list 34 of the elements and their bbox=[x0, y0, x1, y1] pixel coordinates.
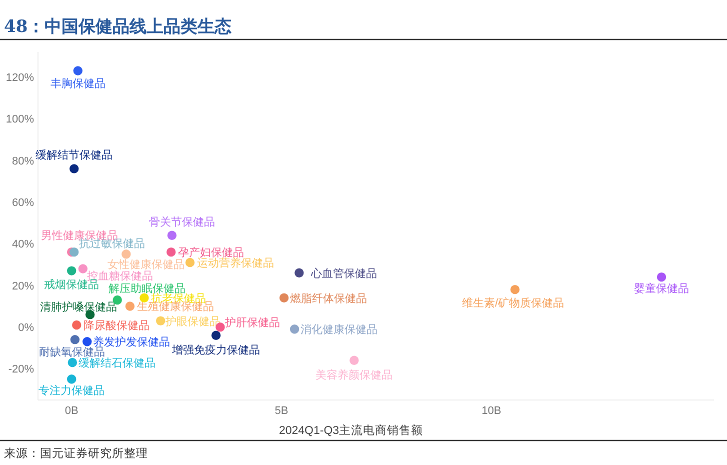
series-label: 缓解结节保健品 bbox=[36, 148, 113, 162]
series-label: 运动营养保健品 bbox=[196, 256, 274, 270]
y-tick-label: 120% bbox=[6, 72, 34, 84]
series-label: 美容养颜保健品 bbox=[316, 368, 393, 382]
title: 48：中国保健品线上品类生态 bbox=[4, 17, 232, 37]
x-tick-label: 5B bbox=[274, 405, 288, 417]
series-label: 降尿酸保健品 bbox=[84, 320, 150, 332]
y-tick-label: 80% bbox=[12, 155, 34, 168]
series-label: 心血管保健品 bbox=[310, 266, 378, 280]
y-tick-label: 40% bbox=[12, 238, 34, 251]
series-label: 清肺护嗓保健品 bbox=[40, 300, 118, 314]
series-label: 燃脂纤体保健品 bbox=[290, 292, 368, 305]
y-tick-label: 20% bbox=[12, 280, 34, 292]
series-label: 缓解结石保健品 bbox=[78, 356, 156, 370]
series-label: 维生素/矿物质保健品 bbox=[462, 296, 564, 310]
series-label: 耐缺氧保健品 bbox=[38, 346, 105, 359]
series-label: 消化健康保健品 bbox=[300, 323, 378, 336]
x-axis-title: 2024Q1-Q3主流电商销售额 bbox=[278, 423, 424, 437]
x-tick-label: 10B bbox=[482, 405, 502, 417]
series-label: 戒烟保健品 bbox=[44, 278, 100, 291]
series-label: 丰胸保健品 bbox=[50, 76, 106, 90]
series-label: 护肝保健品 bbox=[224, 316, 280, 330]
series-label: 骨关节保健品 bbox=[148, 215, 215, 228]
series-label: 增强免疫力保健品 bbox=[171, 343, 260, 356]
x-tick-label: 0B bbox=[64, 405, 78, 417]
series-label: 专注力保健品 bbox=[38, 384, 105, 398]
y-tick-label: 60% bbox=[12, 197, 34, 210]
source-note: 来源：国元证券研究所整理 bbox=[4, 446, 148, 460]
y-tick-label: -20% bbox=[8, 364, 34, 376]
y-tick-label: 100% bbox=[6, 114, 34, 126]
series-label: 女性健康保健品 bbox=[108, 258, 185, 272]
series-label: 解压助眠保健品 bbox=[108, 282, 186, 295]
series-label: 婴童保健品 bbox=[634, 282, 690, 296]
y-tick-label: 0% bbox=[18, 322, 34, 334]
